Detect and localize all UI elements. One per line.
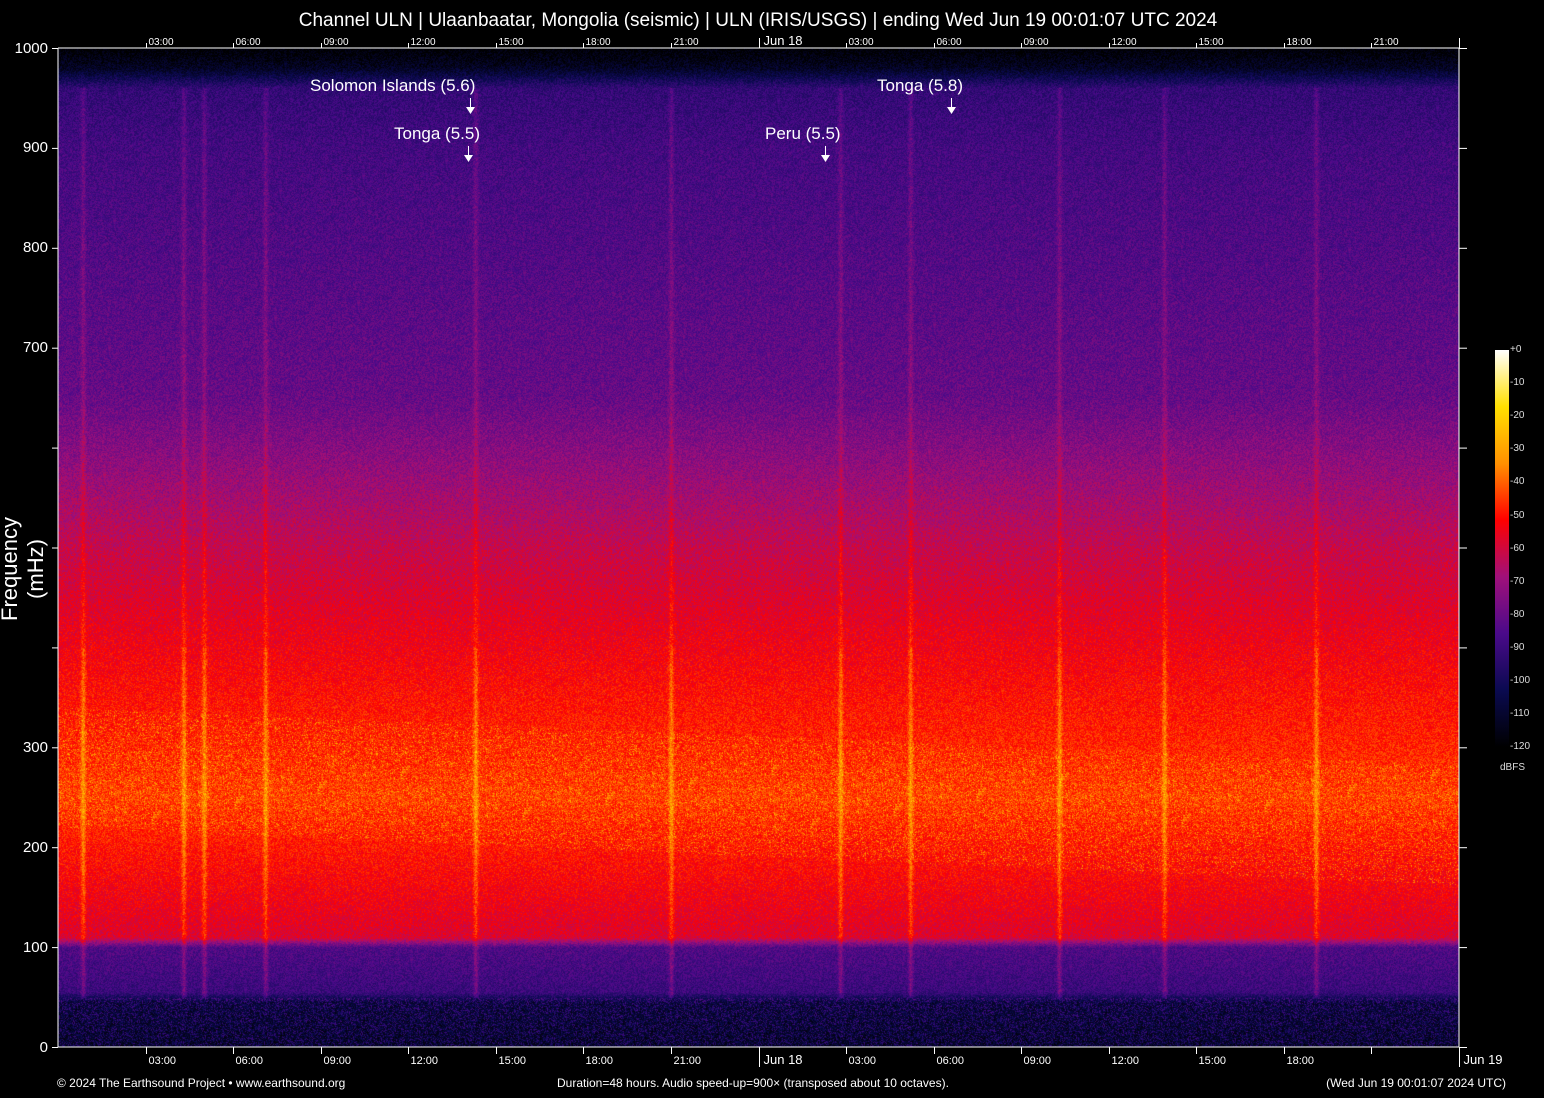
top-x-tick-label: 06:00 bbox=[235, 37, 261, 48]
bottom-x-tick-label: 03:00 bbox=[148, 1055, 177, 1067]
colorbar-tick-label: -90 bbox=[1510, 641, 1525, 653]
top-x-tick-label: 09:00 bbox=[323, 37, 349, 48]
top-x-tick-label: 06:00 bbox=[936, 37, 962, 48]
top-x-tick-label: 03:00 bbox=[848, 37, 874, 48]
chart-title: Channel ULN | Ulaanbaatar, Mongolia (sei… bbox=[298, 10, 1218, 31]
top-x-tick-label: 18:00 bbox=[585, 37, 611, 48]
event-annotation-label: Solomon Islands (5.6) bbox=[310, 76, 476, 95]
footer-duration: Duration=48 hours. Audio speed-up=900× (… bbox=[557, 1076, 949, 1090]
bottom-x-tick-label: 09:00 bbox=[1023, 1055, 1052, 1067]
top-x-tick-label: 15:00 bbox=[498, 37, 524, 48]
bottom-x-tick-label: 15:00 bbox=[1198, 1055, 1227, 1067]
colorbar bbox=[1495, 350, 1509, 747]
colorbar-tick-label: -20 bbox=[1510, 410, 1525, 422]
top-x-tick-label: 03:00 bbox=[148, 37, 174, 48]
footer-copyright: © 2024 The Earthsound Project • www.eart… bbox=[57, 1076, 346, 1090]
spectrogram-heatmap bbox=[58, 48, 1459, 1047]
colorbar-tick-label: -10 bbox=[1510, 377, 1525, 389]
y-tick-label: 800 bbox=[22, 239, 48, 257]
y-tick-label: 0 bbox=[39, 1038, 48, 1056]
y-tick-label: 700 bbox=[22, 339, 48, 357]
top-x-tick-label: 21:00 bbox=[673, 37, 699, 48]
bottom-x-tick-label: 06:00 bbox=[235, 1055, 264, 1067]
bottom-x-tick-label: Jun 19 bbox=[1463, 1052, 1503, 1067]
event-arrow-icon bbox=[821, 155, 830, 162]
y-tick-label: 300 bbox=[22, 738, 48, 756]
colorbar-tick-label: -110 bbox=[1510, 708, 1530, 720]
y-tick-label: 200 bbox=[22, 838, 48, 856]
bottom-x-tick-label: 03:00 bbox=[848, 1055, 877, 1067]
top-x-tick-label: 15:00 bbox=[1198, 37, 1224, 48]
top-x-tick-label: 12:00 bbox=[1111, 37, 1137, 48]
top-x-tick-label: 18:00 bbox=[1286, 37, 1312, 48]
event-arrow-icon bbox=[947, 107, 956, 114]
colorbar-tick-label: -120 bbox=[1510, 741, 1531, 753]
colorbar-tick-label: +0 bbox=[1510, 344, 1522, 355]
colorbar-unit: dBFS bbox=[1500, 762, 1526, 773]
bottom-x-tick-label: 12:00 bbox=[1111, 1055, 1140, 1067]
bottom-x-tick-label: 06:00 bbox=[936, 1055, 965, 1067]
event-annotation-label: Tonga (5.5) bbox=[394, 124, 480, 143]
bottom-x-tick-label: 12:00 bbox=[410, 1055, 439, 1067]
bottom-x-tick-label: 09:00 bbox=[323, 1055, 352, 1067]
top-x-tick-label: 21:00 bbox=[1373, 37, 1399, 48]
colorbar-tick-label: -100 bbox=[1510, 675, 1531, 686]
y-tick-label: 900 bbox=[22, 139, 48, 157]
colorbar-tick-label: -30 bbox=[1510, 443, 1525, 455]
y-tick-label: 100 bbox=[22, 938, 48, 956]
bottom-x-tick-label: 21:00 bbox=[673, 1055, 702, 1067]
event-arrow-icon bbox=[464, 155, 473, 162]
colorbar-tick-label: -40 bbox=[1510, 476, 1525, 488]
bottom-x-tick-label: 15:00 bbox=[498, 1055, 527, 1067]
colorbar-tick-label: -50 bbox=[1510, 509, 1525, 521]
y-axis-title: Frequency (mHz) bbox=[0, 517, 48, 621]
event-arrow-icon bbox=[466, 107, 475, 114]
top-x-tick-label: 09:00 bbox=[1023, 37, 1049, 48]
event-annotation-label: Tonga (5.8) bbox=[877, 76, 963, 95]
event-annotation-label: Peru (5.5) bbox=[765, 124, 841, 143]
bottom-x-tick-label: Jun 18 bbox=[763, 1052, 803, 1067]
footer-timestamp: (Wed Jun 19 00:01:07 2024 UTC) bbox=[1326, 1076, 1506, 1090]
colorbar-tick-label: -80 bbox=[1510, 608, 1525, 620]
bottom-x-tick-label: 18:00 bbox=[1286, 1055, 1315, 1067]
colorbar-tick-label: -60 bbox=[1510, 542, 1525, 554]
top-x-tick-label: Jun 18 bbox=[763, 33, 803, 48]
bottom-x-tick-label: 18:00 bbox=[585, 1055, 614, 1067]
y-tick-label: 1000 bbox=[14, 39, 48, 57]
colorbar-tick-label: -70 bbox=[1510, 575, 1525, 587]
top-x-tick-label: 12:00 bbox=[410, 37, 436, 48]
